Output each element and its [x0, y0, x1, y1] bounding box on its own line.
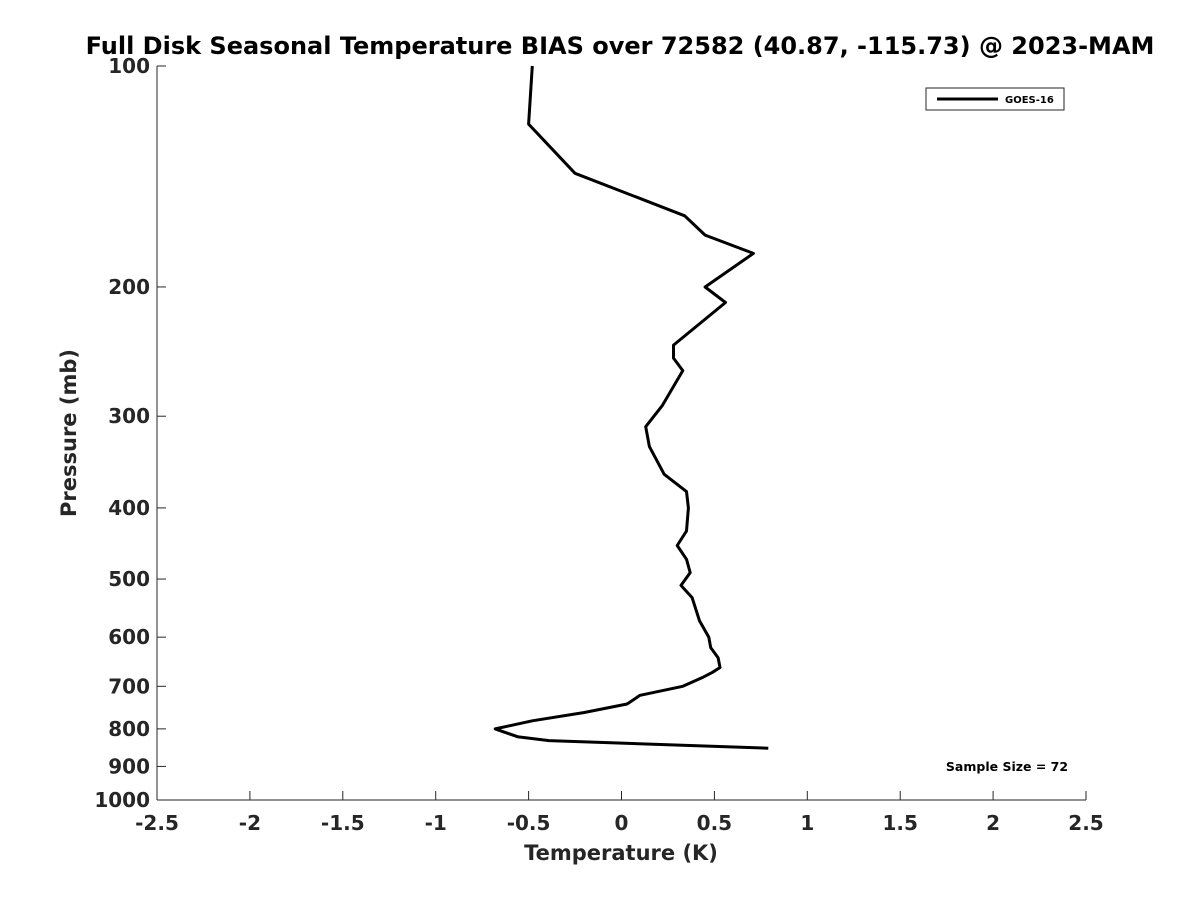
sample-size-annotation: Sample Size = 72: [946, 759, 1068, 774]
y-tick-label: 600: [108, 625, 150, 649]
x-tick-label: 0: [615, 811, 629, 835]
y-tick-label: 500: [108, 567, 150, 591]
y-tick-label: 800: [108, 717, 150, 741]
y-tick-label: 100: [108, 54, 150, 78]
x-tick-label: -1.5: [321, 811, 365, 835]
series-layer: [493, 65, 769, 750]
x-tick-label: 2: [986, 811, 1000, 835]
series-line-goes-16: [493, 65, 769, 750]
x-tick-label: 0.5: [697, 811, 732, 835]
x-tick-label: -2: [239, 811, 261, 835]
x-axis-label: Temperature (K): [524, 841, 718, 865]
y-tick-label: 300: [108, 404, 150, 428]
y-tick-label: 900: [108, 754, 150, 778]
x-tick-label: 2.5: [1068, 811, 1103, 835]
chart-title: Full Disk Seasonal Temperature BIAS over…: [86, 32, 1155, 60]
y-tick-label: 400: [108, 496, 150, 520]
y-tick-label: 700: [108, 674, 150, 698]
x-tick-label: 1.5: [882, 811, 917, 835]
plot-area: -2.5 -2 -1.5 -1 -0.5 0 0.5 1 1.5 2 2.5 100 200 300 40…: [94, 54, 1103, 835]
legend-label-goes-16: GOES-16: [1005, 95, 1054, 106]
x-tick-label: -1: [425, 811, 447, 835]
x-ticks: -2.5 -2 -1.5 -1 -0.5 0 0.5 1 1.5 2 2.5: [135, 791, 1104, 835]
y-tick-label: 1000: [94, 788, 150, 812]
y-ticks: 100 200 300 400 500 600 700 800 900 1000: [94, 54, 166, 812]
x-tick-label: -2.5: [135, 811, 179, 835]
legend: GOES-16: [925, 87, 1065, 111]
x-tick-label: 1: [800, 811, 814, 835]
x-tick-label: -0.5: [507, 811, 551, 835]
y-axis-label: Pressure (mb): [57, 349, 81, 517]
y-tick-label: 200: [108, 275, 150, 299]
